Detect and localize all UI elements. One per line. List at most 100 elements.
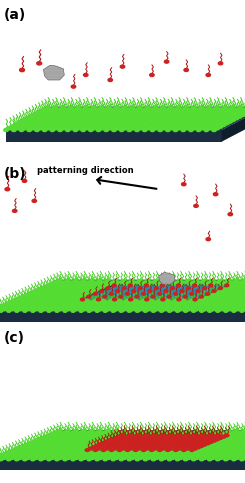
Circle shape (92, 446, 96, 449)
Circle shape (175, 452, 180, 454)
Circle shape (68, 115, 73, 118)
Circle shape (14, 452, 19, 454)
Circle shape (206, 123, 210, 127)
Circle shape (96, 108, 100, 112)
Circle shape (162, 110, 167, 113)
Circle shape (186, 114, 191, 116)
Circle shape (90, 123, 95, 127)
Circle shape (174, 455, 178, 458)
Circle shape (74, 112, 79, 115)
Circle shape (32, 298, 36, 301)
Circle shape (228, 297, 233, 299)
Circle shape (86, 438, 91, 441)
Circle shape (116, 446, 120, 449)
Circle shape (131, 118, 135, 122)
Circle shape (84, 127, 89, 130)
Circle shape (189, 436, 194, 438)
Circle shape (179, 457, 183, 459)
Circle shape (79, 302, 83, 305)
Circle shape (159, 281, 163, 284)
Circle shape (42, 108, 47, 112)
Circle shape (222, 115, 226, 118)
Circle shape (156, 283, 160, 285)
Circle shape (41, 117, 46, 120)
Circle shape (34, 117, 38, 120)
Circle shape (199, 107, 204, 110)
Circle shape (199, 281, 203, 284)
Circle shape (154, 280, 158, 283)
Circle shape (195, 301, 199, 304)
Circle shape (158, 455, 162, 458)
Circle shape (152, 123, 157, 127)
Circle shape (44, 123, 49, 127)
Circle shape (48, 441, 52, 443)
Circle shape (69, 436, 73, 438)
Circle shape (209, 441, 213, 443)
Circle shape (100, 304, 104, 307)
Circle shape (138, 107, 142, 110)
Circle shape (87, 295, 91, 298)
Circle shape (230, 285, 234, 288)
Circle shape (112, 441, 117, 443)
Circle shape (175, 431, 179, 434)
Circle shape (188, 433, 192, 436)
Circle shape (0, 454, 4, 457)
Circle shape (58, 120, 63, 123)
Circle shape (222, 107, 227, 110)
Circle shape (197, 436, 202, 438)
Circle shape (116, 304, 120, 307)
Circle shape (23, 458, 27, 461)
Circle shape (118, 307, 122, 310)
Circle shape (98, 450, 102, 453)
Circle shape (34, 457, 38, 459)
Circle shape (151, 120, 155, 123)
Circle shape (24, 298, 28, 301)
Circle shape (68, 304, 72, 307)
Circle shape (230, 107, 235, 110)
Circle shape (88, 284, 92, 287)
Circle shape (71, 452, 75, 454)
Circle shape (45, 299, 49, 302)
Circle shape (156, 114, 160, 116)
Circle shape (103, 117, 108, 120)
Circle shape (43, 112, 48, 115)
Circle shape (114, 443, 118, 446)
Circle shape (55, 458, 59, 461)
Circle shape (145, 305, 149, 308)
Circle shape (241, 454, 245, 457)
Circle shape (85, 299, 89, 302)
Circle shape (143, 452, 147, 454)
Circle shape (98, 123, 103, 127)
Circle shape (101, 455, 106, 458)
Circle shape (220, 283, 224, 285)
Circle shape (124, 453, 128, 455)
Circle shape (97, 120, 101, 123)
Circle shape (32, 291, 36, 294)
Circle shape (106, 287, 110, 289)
Circle shape (60, 123, 64, 127)
Circle shape (115, 118, 120, 122)
Circle shape (110, 455, 114, 458)
Circle shape (188, 446, 192, 449)
Circle shape (167, 458, 171, 461)
Circle shape (69, 285, 73, 288)
Circle shape (66, 308, 70, 311)
Circle shape (203, 117, 208, 120)
Circle shape (161, 118, 166, 122)
Circle shape (45, 285, 49, 288)
Circle shape (166, 455, 170, 458)
Circle shape (113, 305, 117, 308)
Circle shape (97, 447, 101, 450)
Circle shape (230, 307, 234, 310)
Circle shape (143, 310, 147, 313)
Circle shape (146, 118, 151, 122)
Circle shape (209, 114, 214, 116)
Circle shape (144, 434, 148, 437)
Circle shape (158, 108, 162, 112)
Circle shape (225, 454, 229, 457)
Circle shape (55, 122, 60, 125)
Circle shape (24, 122, 29, 125)
Circle shape (62, 281, 66, 284)
Circle shape (75, 297, 80, 299)
Circle shape (132, 440, 136, 442)
